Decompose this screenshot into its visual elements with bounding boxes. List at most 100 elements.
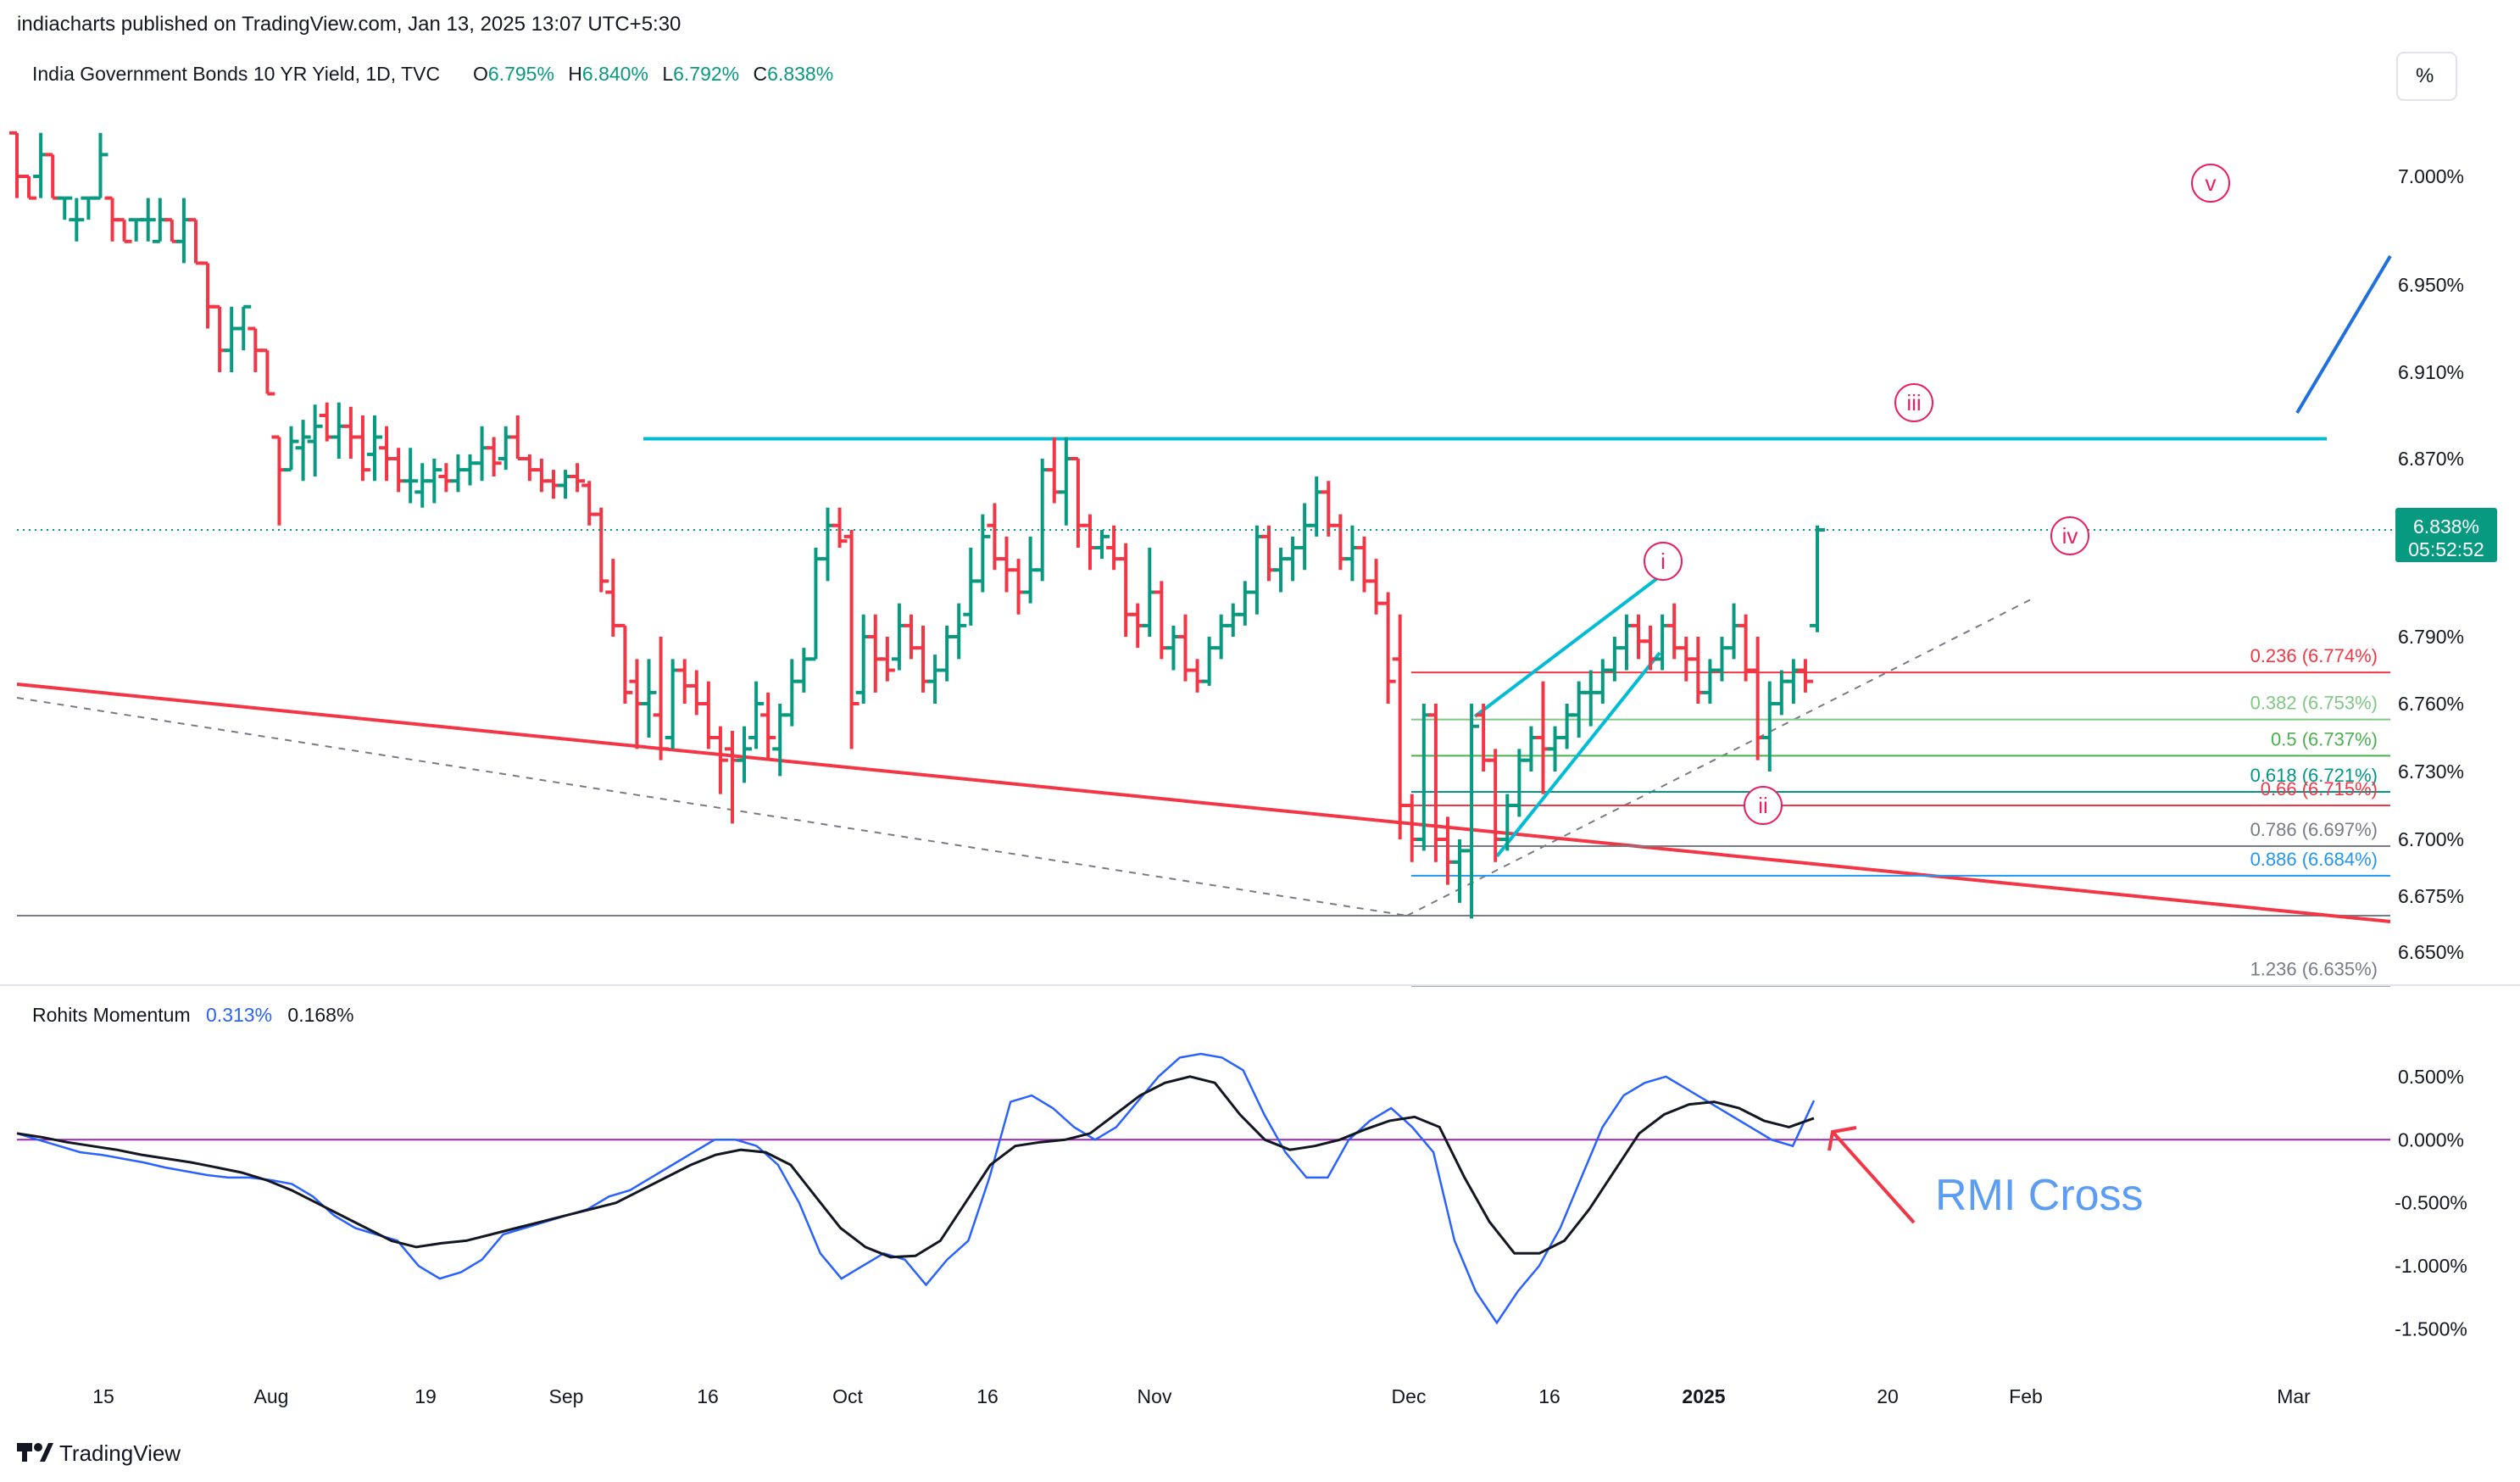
ohlc-bar[interactable] (259, 348, 275, 396)
ohlc-bar[interactable] (69, 198, 85, 242)
ohlc-bar[interactable] (426, 459, 442, 504)
rmi-cross-label[interactable]: RMI Cross (1935, 1171, 2144, 1220)
time-tick-label: Dec (1392, 1385, 1427, 1407)
lower-support-dashed-line[interactable] (16, 697, 1408, 916)
ohlc-bar[interactable] (295, 420, 311, 482)
ohlc-bar[interactable] (1380, 592, 1396, 705)
ohlc-bar[interactable] (140, 198, 156, 242)
ohlc-low-value: 6.792% (673, 63, 739, 85)
ohlc-bar[interactable] (879, 637, 895, 682)
wave-label[interactable]: i (1644, 542, 1683, 581)
momentum-tick-label: 0.500% (2398, 1066, 2464, 1088)
wave-label[interactable]: iv (2050, 516, 2089, 555)
symbol-line[interactable]: India Government Bonds 10 YR Yield, 1D, … (32, 63, 440, 85)
momentum-tick-label: -0.500% (2395, 1192, 2467, 1214)
ohlc-bar[interactable] (1094, 530, 1110, 560)
momentum-line[interactable] (16, 1052, 1816, 1325)
wave-label-text: v (2206, 170, 2217, 196)
rmi-cross-arrow[interactable] (1831, 1130, 1916, 1224)
tradingview-brand: TradingView (59, 1440, 181, 1466)
ohlc-bar[interactable] (486, 437, 502, 477)
ohlc-bar[interactable] (403, 448, 419, 504)
ohlc-bar[interactable] (236, 304, 252, 351)
price-tick-label: 7.000% (2398, 165, 2464, 187)
ohlc-bar[interactable] (951, 603, 967, 660)
rising-support-dashed-line[interactable] (1406, 597, 2035, 916)
unit-toggle-frame (2396, 52, 2457, 101)
ohlc-bar[interactable] (1464, 704, 1480, 919)
ohlc-open-value: 6.795% (488, 63, 554, 85)
price-pane[interactable]: 0.236 (6.774%) 0.382 (6.753%) 0.5 (6.737%)… (9, 131, 2403, 987)
ohlc-bar[interactable] (737, 726, 753, 783)
ohlc-bar[interactable] (366, 415, 382, 482)
ohlc-bar[interactable] (760, 692, 776, 760)
wave-i-channel-upper[interactable] (1473, 575, 1661, 718)
fib-level-label: 0.5 (6.737%) (2271, 728, 2378, 749)
ohlc-open-label: O (473, 63, 488, 85)
wave-label-text: ii (1758, 793, 1768, 818)
ohlc-bar[interactable] (617, 623, 633, 704)
ohlc-bar[interactable] (307, 404, 323, 476)
price-axis[interactable]: 7.000% 6.950% 6.910% 6.870% 6.790% 6.760% 6.73… (2395, 165, 2497, 963)
ohlc-bar[interactable] (832, 507, 848, 548)
price-tick-label: 6.700% (2398, 828, 2464, 850)
momentum-pane[interactable]: Rohits Momentum 0.313% 0.168% RMI Cross (16, 1004, 2390, 1325)
ohlc-bar[interactable] (21, 175, 37, 200)
ohlc-low-label: L (662, 63, 673, 85)
time-axis[interactable]: 15 Aug 19 Sep 16 Oct 16 Nov Dec 16 2025 20 Feb Mar (92, 1385, 2311, 1407)
wave-label[interactable]: ii (1744, 786, 1783, 825)
ohlc-bar[interactable] (57, 196, 73, 220)
ohlc-bar[interactable] (975, 514, 991, 593)
ohlc-bar[interactable] (1797, 659, 1813, 693)
tradingview-logo-icon (17, 1443, 53, 1462)
ohlc-close-value: 6.838% (767, 63, 833, 85)
time-tick-label: Feb (2009, 1385, 2043, 1407)
momentum-legend: Rohits Momentum 0.313% 0.168% (32, 1004, 353, 1026)
price-tick-label: 6.950% (2398, 274, 2464, 296)
wave-i-channel-lower[interactable] (1495, 651, 1661, 858)
ohlc-bar[interactable] (653, 637, 669, 760)
ohlc-readout: O6.795% H6.840% L6.792% C6.838% (473, 63, 833, 85)
wave-label-circle (1644, 542, 1683, 581)
momentum-axis[interactable]: 0.500% 0.000% -0.500% -1.000% -1.500% (2395, 1066, 2467, 1340)
ohlc-bar[interactable] (354, 415, 370, 482)
time-tick-label: 15 (92, 1385, 114, 1407)
momentum-value: 0.313% (206, 1004, 272, 1026)
ohlc-bar[interactable] (843, 530, 859, 749)
falling-trendline[interactable] (16, 682, 2391, 923)
momentum-tick-label: 0.000% (2398, 1128, 2464, 1150)
fib-level-label: 1.236 (6.635%) (2250, 959, 2378, 980)
ohlc-bar[interactable] (92, 132, 108, 200)
unit-toggle-button[interactable]: % (2396, 52, 2457, 101)
ohlc-bar[interactable] (641, 659, 657, 738)
ohlc-close-label: C (754, 63, 768, 85)
wave-label[interactable]: iii (1894, 383, 1933, 422)
fib-level-label: 0.786 (6.697%) (2250, 819, 2378, 840)
momentum-title: Rohits Momentum (32, 1004, 191, 1026)
ohlc-bar[interactable] (712, 726, 728, 794)
main-pane-legend: India Government Bonds 10 YR Yield, 1D, … (32, 63, 833, 85)
wave-label[interactable]: v (2191, 164, 2230, 203)
wave-label-text: i (1661, 549, 1666, 574)
ohlc-bar[interactable] (748, 681, 765, 749)
momentum-signal-line[interactable] (16, 1075, 1815, 1259)
fib-level-label: 0.618 (6.721%) (2250, 765, 2378, 786)
ohlc-bar[interactable] (570, 463, 586, 493)
time-tick-label: 19 (414, 1385, 437, 1407)
projection-arrow[interactable] (2295, 254, 2392, 415)
wave-label-circle (1894, 383, 1933, 422)
fib-level-label: 0.236 (6.774%) (2250, 645, 2378, 666)
ohlc-bar[interactable] (116, 218, 132, 243)
price-tick-label: 6.650% (2398, 941, 2464, 963)
fib-level-label: 0.886 (6.684%) (2250, 849, 2378, 870)
tradingview-branding[interactable]: TradingView (17, 1440, 181, 1466)
time-tick-label: 16 (697, 1385, 719, 1407)
time-tick-label: 2025 (1682, 1385, 1725, 1407)
unit-toggle-label: % (2416, 64, 2434, 87)
ohlc-bar[interactable] (283, 426, 299, 472)
last-price-tag-value: 6.838% (2413, 515, 2479, 538)
ohlc-bar[interactable] (593, 507, 609, 593)
time-tick-label: Nov (1138, 1385, 1172, 1407)
